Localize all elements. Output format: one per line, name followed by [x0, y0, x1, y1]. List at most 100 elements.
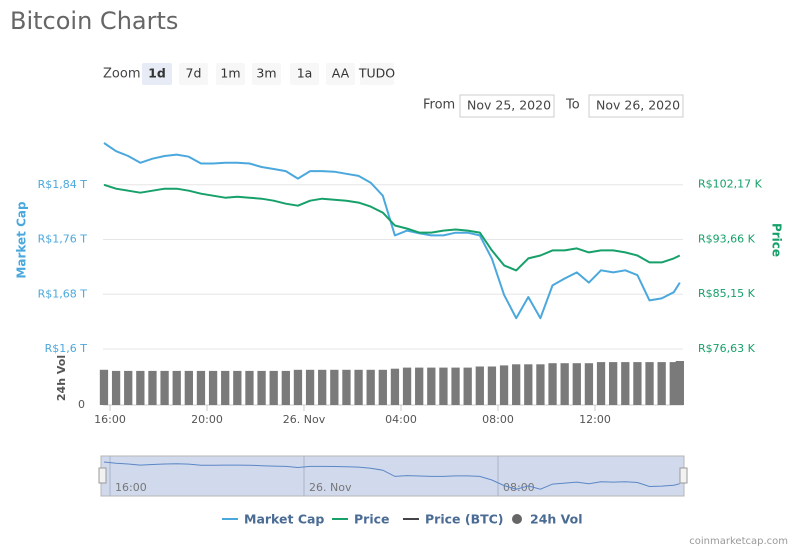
navigator-tick-label: 16:00 — [115, 481, 147, 494]
zoom-button-label[interactable]: 1a — [297, 66, 313, 81]
legend-label[interactable]: 24h Vol — [530, 512, 583, 527]
volume-bar — [318, 369, 327, 405]
y2-tick-label: R$102,17 K — [698, 178, 763, 191]
volume-bar — [548, 363, 557, 405]
x-tick-label: 20:00 — [191, 413, 223, 426]
to-input[interactable] — [588, 94, 684, 118]
volume-bar — [572, 363, 581, 405]
credit: coinmarketcap.com — [689, 536, 788, 547]
zoom-label: Zoom — [103, 67, 140, 82]
volume-bar — [633, 362, 642, 405]
y-tick-label: R$1,76 T — [38, 233, 88, 246]
zoom-button[interactable] — [252, 63, 281, 85]
volume-bar — [221, 370, 230, 405]
y2-tick-label: R$85,15 K — [698, 287, 756, 300]
price-line — [103, 183, 681, 272]
to-label: To — [565, 98, 580, 113]
volume-bar — [281, 370, 290, 405]
zoom-button[interactable] — [142, 63, 172, 85]
volume-bar — [536, 364, 545, 405]
y2-tick-label: R$93,66 K — [698, 232, 756, 245]
volume-axis-title: 24h Vol — [55, 355, 68, 401]
market-cap-line — [103, 142, 681, 320]
from-label: From — [423, 98, 455, 113]
legend-label[interactable]: Price (BTC) — [425, 512, 504, 527]
navigator-line — [103, 461, 680, 490]
zoom-button-label[interactable]: 7d — [186, 66, 202, 81]
volume-bar — [584, 363, 594, 405]
volume-bar — [111, 370, 121, 405]
volume-bar — [257, 370, 266, 405]
legend-label[interactable]: Market Cap — [244, 512, 324, 527]
volume-bar — [378, 369, 387, 405]
zoom-button[interactable] — [290, 63, 319, 85]
legend-marker[interactable] — [512, 514, 522, 524]
x-tick-label: 26. Nov — [283, 413, 326, 426]
volume-bar — [463, 367, 472, 405]
volume-bar — [402, 367, 412, 405]
zoom-button[interactable] — [326, 63, 355, 85]
volume-bar — [669, 362, 678, 405]
zoom-button-label[interactable]: 3m — [256, 66, 276, 81]
volume-bar — [233, 370, 242, 405]
volume-bar — [148, 370, 157, 405]
volume-bar — [354, 369, 363, 405]
navigator-tick-label: 26. Nov — [309, 481, 352, 494]
volume-bar — [269, 370, 278, 405]
volume-tick-label: 0 — [78, 398, 85, 411]
from-input[interactable] — [459, 94, 555, 118]
volume-bar — [136, 370, 145, 405]
zoom-button[interactable] — [179, 63, 208, 85]
volume-bar — [390, 368, 400, 405]
x-tick-label: 12:00 — [579, 413, 611, 426]
volume-bar — [427, 367, 436, 405]
volume-bar — [524, 364, 533, 405]
volume-bar — [330, 369, 339, 405]
volume-bar — [499, 365, 509, 405]
volume-bar — [560, 363, 569, 405]
y-axis-title: Market Cap — [15, 201, 29, 279]
volume-bar — [184, 370, 193, 405]
navigator-window[interactable] — [100, 455, 685, 497]
to-value[interactable]: Nov 26, 2020 — [596, 98, 680, 113]
volume-bar — [99, 369, 109, 405]
page-title: Bitcoin Charts — [10, 7, 178, 35]
zoom-button-label[interactable]: TUDO — [358, 66, 395, 81]
volume-bar — [451, 367, 460, 405]
volume-bar — [245, 370, 254, 405]
legend-label[interactable]: Price — [354, 512, 390, 527]
volume-bar — [124, 370, 133, 405]
x-tick-label: 16:00 — [94, 413, 126, 426]
volume-bar — [160, 370, 169, 405]
volume-bar — [196, 370, 206, 405]
zoom-button[interactable] — [216, 63, 245, 85]
navigator-tick-label: 08:00 — [503, 481, 535, 494]
x-tick-label: 04:00 — [385, 413, 417, 426]
volume-bar — [366, 369, 375, 405]
zoom-button-label[interactable]: AA — [332, 66, 350, 81]
zoom-button-label[interactable]: 1d — [148, 66, 166, 81]
y2-tick-label: R$76,63 K — [698, 342, 756, 355]
volume-bar — [487, 366, 497, 405]
volume-bar — [645, 362, 654, 405]
y-tick-label: R$1,68 T — [38, 287, 88, 300]
volume-bar — [305, 369, 315, 405]
volume-bar — [293, 369, 303, 405]
from-value[interactable]: Nov 25, 2020 — [467, 98, 551, 113]
y-tick-label: R$1,84 T — [38, 178, 88, 191]
navigator-handle[interactable] — [98, 467, 107, 484]
volume-bar — [657, 362, 666, 405]
y-tick-label: R$1,6 T — [45, 342, 88, 355]
volume-bar — [415, 367, 424, 405]
zoom-button-label[interactable]: 1m — [220, 66, 240, 81]
navigator-handle[interactable] — [679, 467, 688, 484]
y2-axis-title: Price — [770, 223, 784, 257]
volume-bar — [596, 362, 606, 405]
volume-bar — [475, 366, 484, 405]
x-tick-label: 08:00 — [482, 413, 514, 426]
zoom-button[interactable] — [360, 63, 394, 85]
volume-bar — [512, 364, 521, 405]
volume-bar — [675, 361, 684, 405]
volume-bar — [621, 362, 630, 405]
